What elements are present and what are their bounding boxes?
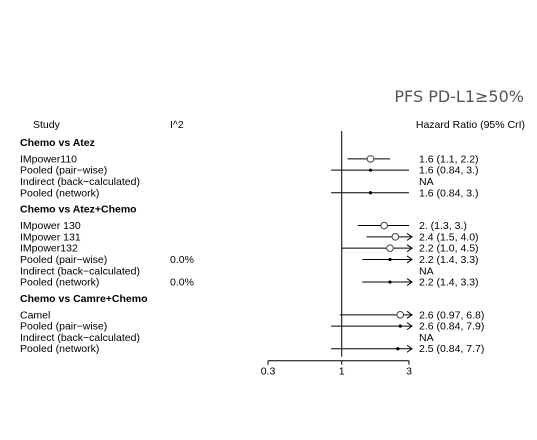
study-label: IMpower110	[20, 153, 77, 165]
group-heading: Chemo vs Camre+Chemo	[20, 293, 148, 305]
study-label: Pooled (pair−wise)	[20, 321, 107, 333]
estimate-label: 1.6 (0.84, 3.)	[419, 187, 479, 199]
estimate-label: 1.6 (0.84, 3.)	[419, 165, 479, 177]
ci-arrow	[406, 244, 413, 253]
study-label: Pooled (pair−wise)	[20, 254, 107, 266]
i2-value: 0.0%	[170, 254, 194, 266]
estimate-label: 1.6 (1.1, 2.2)	[419, 153, 479, 165]
point-estimate	[380, 221, 388, 230]
column-header-estimate: Hazard Ratio (95% CrI)	[416, 119, 525, 131]
point-estimate	[396, 347, 400, 351]
estimate-label: 2.2 (1.4, 3.3)	[419, 254, 479, 266]
estimate-label: 2.6 (0.97, 6.8)	[419, 309, 484, 321]
estimate-label: NA	[419, 332, 434, 344]
study-label: Indirect (back−calculated)	[20, 332, 140, 344]
estimate-label: 2.2 (1.4, 3.3)	[419, 277, 479, 289]
point-estimate	[391, 233, 400, 241]
point-estimate	[388, 280, 392, 284]
ci-arrow	[406, 310, 413, 319]
study-label: IMpower 130	[20, 220, 81, 232]
point-estimate	[368, 168, 373, 172]
point-estimate	[386, 244, 394, 252]
estimate-label: 2.4 (1.5, 4.0)	[419, 231, 479, 243]
estimate-label: 2.6 (0.84, 7.9)	[419, 321, 484, 333]
chart-title: PFS PD-L1≥50%	[394, 87, 524, 106]
estimate-label: 2. (1.3, 3.)	[419, 220, 467, 232]
study-label: Camel	[20, 309, 50, 321]
ci-arrow	[406, 232, 413, 241]
ci-arrow	[406, 255, 413, 264]
estimate-label: 2.2 (1.0, 4.5)	[419, 243, 479, 255]
point-estimate	[398, 324, 402, 328]
x-axis: 0.3 1 3	[261, 131, 412, 378]
study-label: IMpower 131	[20, 231, 81, 243]
study-label: Indirect (back−calculated)	[20, 265, 140, 277]
study-label: Indirect (back−calculated)	[20, 176, 140, 188]
study-label: IMpower132	[20, 243, 78, 255]
estimate-label: 2.5 (0.84, 7.7)	[419, 343, 484, 355]
point-estimate	[396, 311, 405, 319]
study-label: Pooled (pair−wise)	[20, 165, 107, 177]
ci-arrow	[406, 278, 413, 286]
study-label: Pooled (network)	[20, 277, 99, 289]
point-estimate	[366, 155, 375, 163]
ci-arrow	[406, 322, 413, 331]
column-header-study: Study	[33, 119, 61, 131]
x-tick-label: 0.3	[261, 366, 276, 378]
estimate-label: NA	[419, 265, 434, 277]
study-label: Pooled (network)	[20, 343, 99, 355]
i2-value: 0.0%	[170, 277, 194, 289]
group-heading: Chemo vs Atez+Chemo	[20, 204, 137, 216]
point-estimate	[388, 257, 392, 262]
x-tick-label: 3	[406, 366, 412, 378]
column-header-i2: I^2	[170, 119, 184, 131]
ci-arrow	[406, 344, 413, 353]
study-label: Pooled (network)	[20, 187, 99, 199]
group-heading: Chemo vs Atez	[20, 137, 95, 149]
point-estimate	[368, 191, 373, 195]
x-tick-label: 1	[339, 366, 345, 378]
forest-rows: Chemo vs Atez IMpower110 1.6 (1.1, 2.2) Poo…	[20, 137, 484, 355]
estimate-label: NA	[419, 176, 434, 188]
